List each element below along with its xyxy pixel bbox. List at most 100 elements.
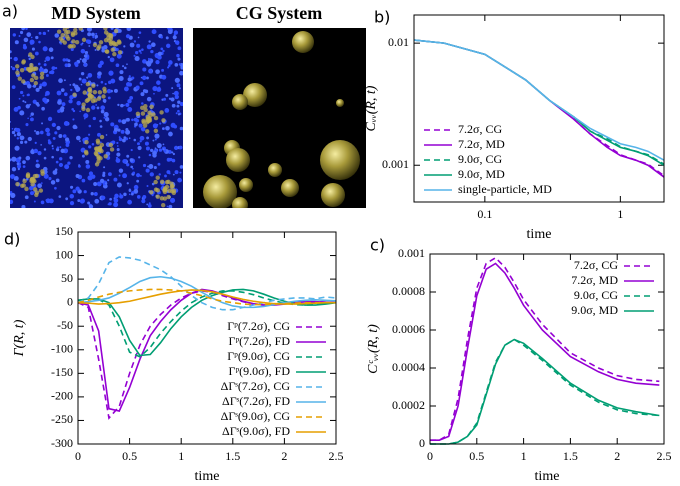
legend-label: ΔΓˢ(9.0σ), CG <box>221 409 291 423</box>
y-axis-label: Γ(R, t) <box>12 319 27 357</box>
cluster-particle <box>33 187 38 192</box>
particle <box>51 66 56 71</box>
particle <box>38 31 42 35</box>
x-tick-label: 1.5 <box>225 449 240 463</box>
particle <box>136 179 140 183</box>
cluster-particle <box>15 181 20 187</box>
particle <box>165 36 169 40</box>
particle <box>107 96 111 100</box>
particle <box>39 130 44 135</box>
particle <box>18 156 22 160</box>
particle <box>141 75 147 81</box>
y-tick-label: 0.0006 <box>392 322 425 336</box>
particle <box>99 178 105 184</box>
particle <box>83 63 87 67</box>
particle <box>140 92 145 97</box>
particle <box>118 168 124 173</box>
cluster-particle <box>103 154 108 159</box>
particle <box>45 74 49 77</box>
particle <box>34 141 37 144</box>
particle <box>134 122 138 127</box>
particle <box>145 146 150 151</box>
cluster-particle <box>149 104 154 109</box>
particle <box>56 125 61 131</box>
particle <box>58 162 64 168</box>
legend-label: Γᵖ(9.0σ), CG <box>227 349 290 363</box>
cluster-particle <box>81 37 87 43</box>
particle <box>165 125 170 131</box>
legend-label: 9.0σ, CG <box>574 288 618 302</box>
particle <box>133 184 139 190</box>
particle <box>101 48 106 53</box>
particle <box>164 108 170 113</box>
particle <box>170 197 176 203</box>
particle <box>113 127 118 132</box>
particle <box>127 98 132 104</box>
particle <box>88 124 92 128</box>
cluster-particle <box>68 44 74 49</box>
particle <box>122 138 126 143</box>
particle <box>43 32 47 35</box>
particle <box>38 85 42 89</box>
particle <box>150 148 154 153</box>
particle <box>151 29 157 35</box>
particle <box>79 58 82 61</box>
cluster-particle <box>151 112 156 117</box>
cluster-particle <box>159 110 164 115</box>
cluster-particle <box>145 129 150 134</box>
particle <box>72 189 77 194</box>
particle <box>122 159 127 164</box>
particle <box>37 183 42 189</box>
particle <box>10 158 12 162</box>
particle <box>119 70 124 75</box>
particle <box>39 67 44 73</box>
image-title: MD System <box>51 3 140 23</box>
cluster-particle <box>143 107 148 113</box>
particle <box>42 46 48 52</box>
particle <box>18 97 21 100</box>
cluster-particle <box>73 31 78 36</box>
particle <box>116 152 121 157</box>
particle <box>58 78 63 83</box>
particle <box>166 205 169 208</box>
particle <box>109 57 115 63</box>
particle <box>81 154 85 158</box>
particle <box>15 127 19 132</box>
y-tick-label: 0.01 <box>388 35 409 49</box>
particle <box>175 112 178 115</box>
particle <box>178 145 183 150</box>
cluster-particle <box>39 71 45 76</box>
y-tick-label: -150 <box>51 365 73 379</box>
particle <box>25 123 29 127</box>
particle <box>83 54 88 58</box>
particle <box>126 28 132 32</box>
particle <box>102 173 106 177</box>
particle <box>126 154 130 158</box>
particle <box>139 140 142 143</box>
particle <box>125 118 129 122</box>
legend-label: 9.0σ, CG <box>458 152 502 166</box>
cluster-particle <box>169 181 174 186</box>
particle <box>16 164 22 169</box>
particle <box>104 101 106 104</box>
particle <box>75 186 80 191</box>
cluster-particle <box>159 196 165 201</box>
particle <box>140 52 142 54</box>
particle <box>137 36 140 39</box>
particle <box>125 34 131 39</box>
particle <box>177 57 181 61</box>
x-tick-label: 1 <box>521 449 527 463</box>
cluster-particle <box>21 59 26 64</box>
particle <box>108 70 114 76</box>
particle <box>43 173 49 179</box>
particle <box>161 74 167 80</box>
particle <box>54 33 59 38</box>
sphere <box>239 178 253 192</box>
sphere <box>232 197 248 208</box>
particle <box>70 185 74 189</box>
particle <box>101 46 105 50</box>
sphere <box>320 140 360 180</box>
x-axis-label: time <box>535 469 560 484</box>
particle <box>80 83 83 86</box>
particle <box>10 50 12 54</box>
